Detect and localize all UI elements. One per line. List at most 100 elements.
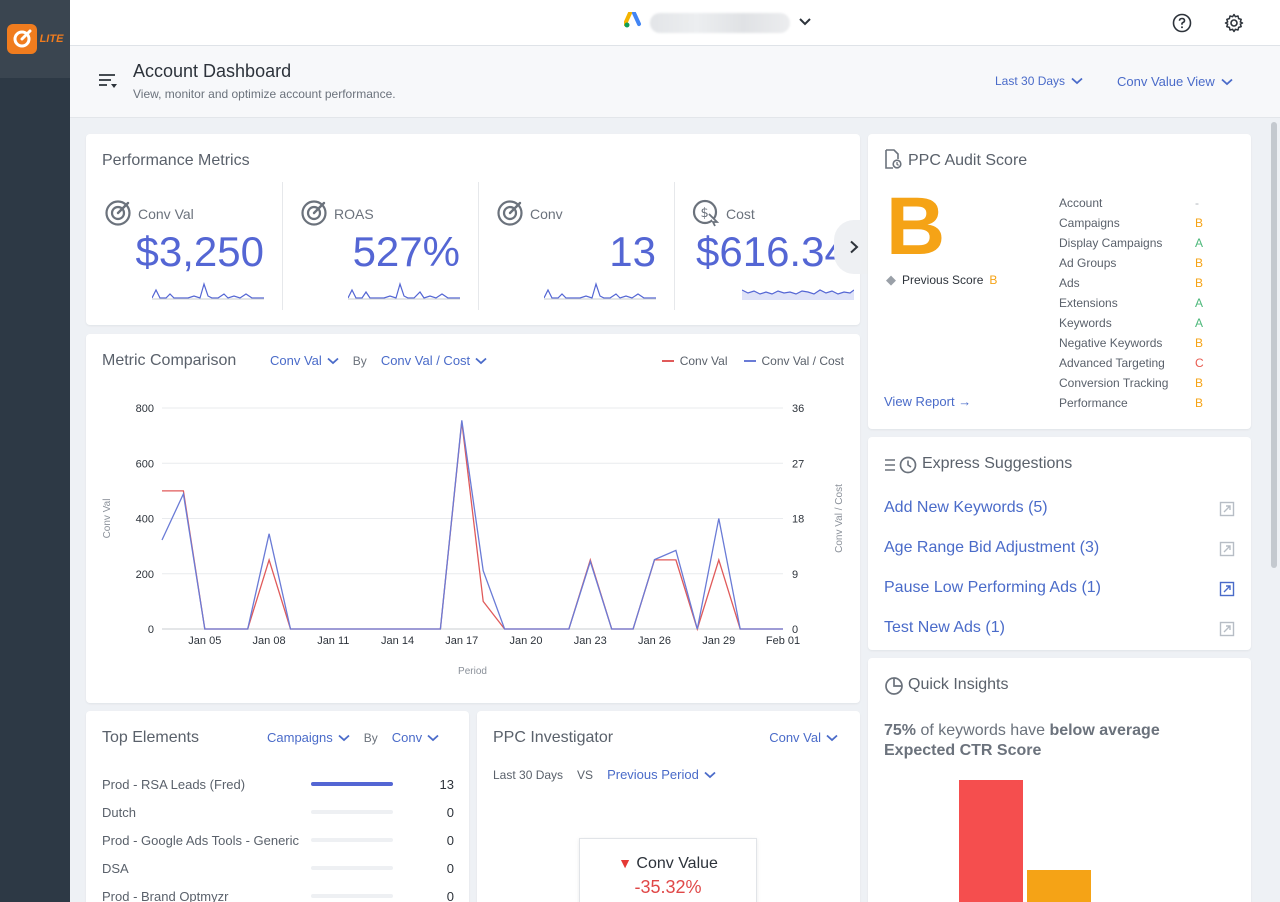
- audit-row-name: Performance: [1059, 396, 1128, 410]
- open-external-icon[interactable]: [1219, 581, 1235, 602]
- help-icon[interactable]: [1170, 11, 1194, 35]
- settings-gear-icon[interactable]: [1222, 11, 1246, 35]
- history-list-icon: [884, 455, 918, 480]
- insight-bar: [959, 780, 1023, 902]
- audit-row: Conversion Tracking B: [1059, 376, 1204, 396]
- view-report-label: View Report: [884, 394, 955, 409]
- y2-tick-label: 0: [792, 624, 798, 636]
- audit-row-name: Conversion Tracking: [1059, 376, 1169, 390]
- view-report-link[interactable]: View Report →: [884, 394, 971, 409]
- top-element-row[interactable]: Prod - Brand Optmyzr 0: [102, 889, 454, 902]
- legend-swatch: [743, 360, 756, 362]
- metric-a-dropdown[interactable]: Conv Val: [270, 353, 339, 368]
- audit-row-grade: A: [1195, 316, 1204, 330]
- top-elements-card: Top Elements Campaigns By Conv Prod - RS…: [86, 711, 469, 902]
- element-name: Prod - Brand Optmyzr: [102, 889, 229, 902]
- metric-label: Conv: [530, 206, 563, 222]
- legend-item[interactable]: Conv Val: [661, 354, 728, 368]
- audit-row: Extensions A: [1059, 296, 1204, 316]
- y2-axis-title: Conv Val / Cost: [834, 484, 845, 553]
- metric-label: Conv Val: [138, 206, 194, 222]
- element-bar-track: [311, 810, 393, 814]
- x-tick-label: Jan 26: [638, 635, 671, 647]
- metric-divider: [282, 182, 283, 310]
- page-scrollbar[interactable]: [1268, 118, 1280, 902]
- legend-item[interactable]: Conv Val / Cost: [743, 354, 844, 368]
- quick-insights-card: Quick Insights 75% of keywords have belo…: [868, 658, 1251, 902]
- audit-row-grade: B: [1195, 336, 1204, 350]
- insight-highlight: below average Expected CTR Score: [884, 722, 1160, 759]
- audit-row-grade: B: [1195, 276, 1204, 290]
- app-logo[interactable]: LITE: [0, 0, 70, 78]
- audit-row-grade: C: [1195, 356, 1204, 370]
- metric-b-dropdown[interactable]: Conv Val / Cost: [381, 353, 487, 368]
- comparison-controls: Conv Val By Conv Val / Cost: [270, 353, 487, 368]
- card-title: Metric Comparison: [102, 352, 237, 369]
- next-metrics-button[interactable]: [834, 220, 874, 274]
- element-bar-track: [311, 894, 393, 898]
- insight-text: of keywords have: [916, 722, 1050, 739]
- top-element-row[interactable]: DSA 0: [102, 861, 454, 889]
- top-element-row[interactable]: Prod - RSA Leads (Fred) 13: [102, 777, 454, 805]
- suggestion-link[interactable]: Age Range Bid Adjustment (3): [884, 539, 1100, 556]
- vs-label: VS: [577, 767, 594, 782]
- audit-row: Ad Groups B: [1059, 256, 1204, 276]
- chevron-down-icon: [798, 14, 812, 32]
- insight-statement: 75% of keywords have below average Expec…: [884, 721, 1214, 761]
- period-b-label: Previous Period: [607, 767, 699, 782]
- suggestion-link[interactable]: Pause Low Performing Ads (1): [884, 579, 1101, 596]
- period-b-dropdown[interactable]: Previous Period: [607, 767, 716, 782]
- chevron-down-icon: [427, 734, 439, 741]
- account-selector[interactable]: [623, 11, 812, 33]
- audit-row: Account -: [1059, 196, 1204, 216]
- open-external-icon[interactable]: [1219, 541, 1235, 562]
- google-ads-icon: [623, 11, 642, 33]
- top-element-row[interactable]: Dutch 0: [102, 805, 454, 833]
- audit-row: Display Campaigns A: [1059, 236, 1204, 256]
- element-bar-fill: [311, 782, 393, 786]
- suggestion-link[interactable]: Add New Keywords (5): [884, 499, 1048, 516]
- account-name: [650, 12, 790, 33]
- top-element-row[interactable]: Prod - Google Ads Tools - Generic 0: [102, 833, 454, 861]
- audit-breakdown: Account - Campaigns B Display Campaigns A Ad G…: [1059, 196, 1204, 416]
- element-value: 0: [446, 889, 454, 902]
- audit-row: Performance B: [1059, 396, 1204, 416]
- date-range-dropdown[interactable]: Last 30 Days: [995, 74, 1083, 88]
- metric-comparison-chart: 0 200 400 600 800 0 9 18 27 36 Jan 05 Jan 08 Jan 11 J…: [102, 403, 845, 677]
- top-bar: [70, 0, 1280, 46]
- sparkline: [742, 289, 854, 300]
- chevron-down-icon: [1071, 77, 1083, 85]
- by-label: By: [352, 353, 367, 368]
- metric-comparison-card: Metric Comparison Conv Val By Conv Val /…: [86, 334, 860, 703]
- element-type-dropdown[interactable]: Campaigns: [267, 730, 350, 745]
- metric-conv[interactable]: Conv 13: [478, 182, 674, 310]
- open-external-icon[interactable]: [1219, 621, 1235, 642]
- element-metric-dropdown[interactable]: Conv: [392, 730, 439, 745]
- filter-menu-icon[interactable]: [98, 72, 120, 95]
- element-bar-track: [311, 838, 393, 842]
- metric-divider: [674, 182, 675, 310]
- sparkline: [152, 282, 264, 300]
- metric-cost[interactable]: $ Cost $616.34: [674, 182, 860, 310]
- node-label: Conv Value: [636, 855, 718, 872]
- x-axis-title: Period: [458, 666, 487, 677]
- element-name: Prod - Google Ads Tools - Generic: [102, 833, 300, 848]
- diamond-icon: ◆: [886, 272, 896, 287]
- metric-conv-val[interactable]: Conv Val $3,250: [86, 182, 282, 310]
- y-tick-label: 800: [136, 403, 154, 415]
- x-tick-label: Jan 05: [188, 635, 221, 647]
- y2-tick-label: 18: [792, 514, 804, 526]
- insight-bar: [1027, 870, 1091, 902]
- view-mode-dropdown[interactable]: Conv Value View: [1117, 74, 1233, 89]
- metric-value: $3,250: [135, 228, 264, 275]
- metric-roas[interactable]: ROAS 527%: [282, 182, 478, 310]
- element-type-label: Campaigns: [267, 730, 333, 745]
- ppc-investigator-card: PPC Investigator Conv Val Last 30 Days V…: [477, 711, 860, 902]
- audit-row-name: Campaigns: [1059, 216, 1120, 230]
- suggestion-link[interactable]: Test New Ads (1): [884, 619, 1005, 636]
- open-external-icon[interactable]: [1219, 501, 1235, 522]
- scrollbar-thumb[interactable]: [1271, 122, 1277, 568]
- investigator-metric-dropdown[interactable]: Conv Val: [769, 730, 838, 745]
- chevron-right-icon: [850, 240, 859, 254]
- investigator-node[interactable]: ▼ Conv Value -35.32%: [579, 838, 757, 902]
